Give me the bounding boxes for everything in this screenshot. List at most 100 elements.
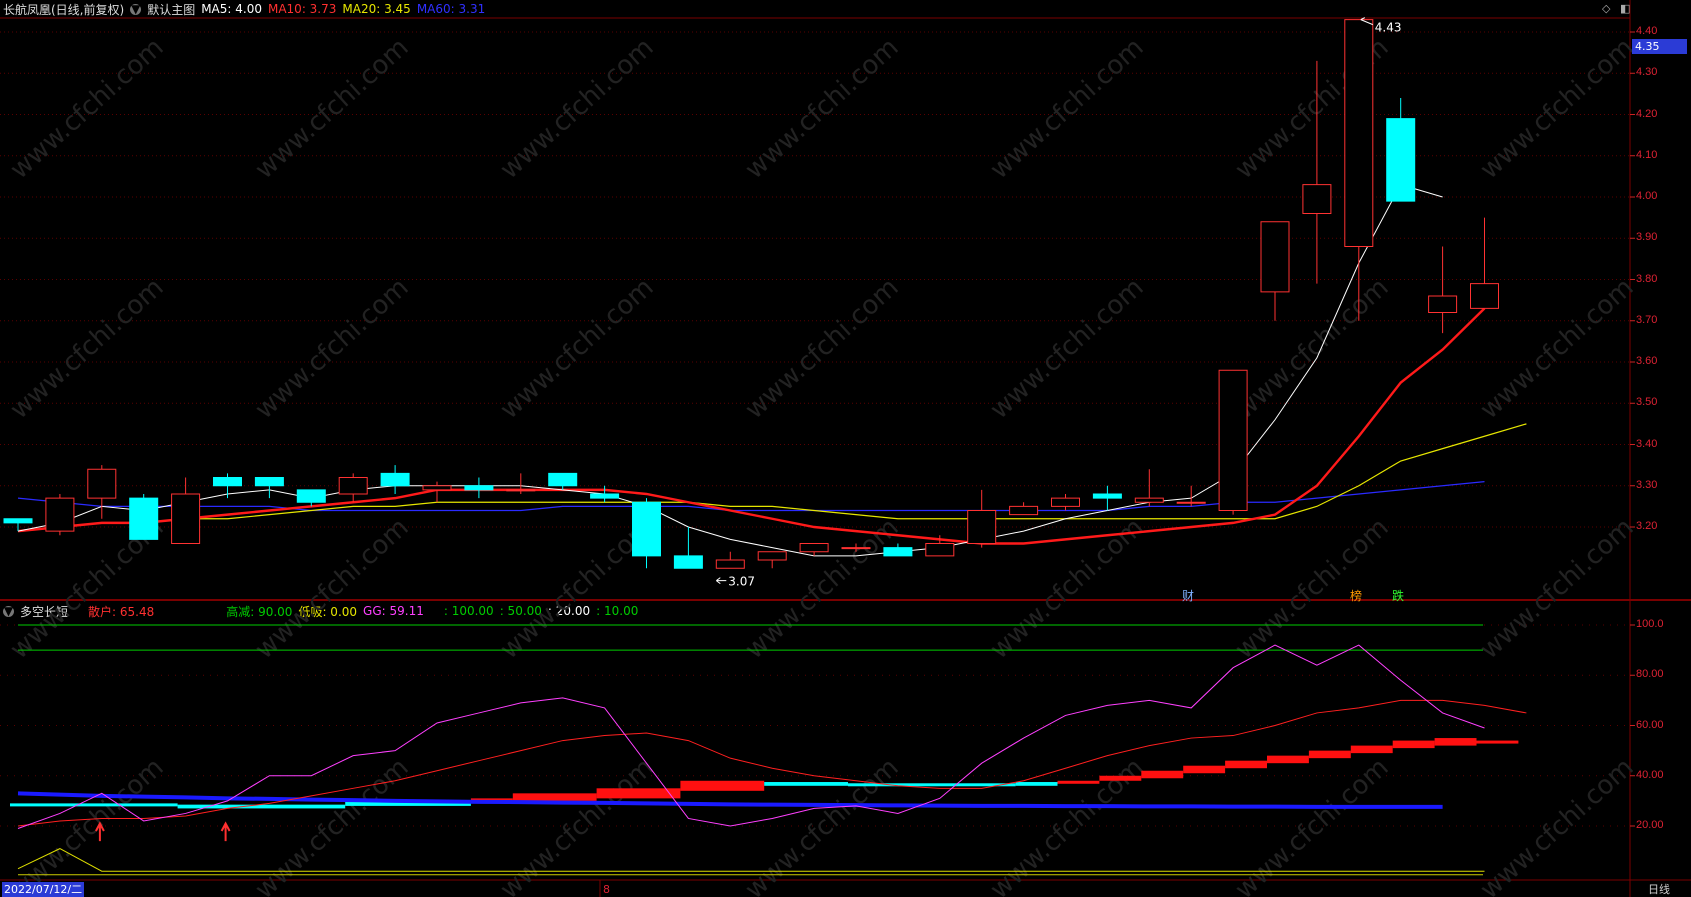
high-price-label: 4.43 (1375, 21, 1402, 35)
price-tick-label: 4.30 (1636, 66, 1658, 79)
candle-body-down (883, 547, 913, 557)
watermark-text: www.cfchi.com (250, 32, 415, 185)
ma60-label: MA60: 3.31 (416, 2, 486, 16)
price-tick-label: 4.00 (1636, 190, 1658, 202)
candle-body-up (1009, 505, 1039, 516)
date-cursor-label: 2022/07/12/二 (2, 882, 85, 897)
low-arrow (716, 577, 727, 585)
ma5-line (17, 184, 1443, 557)
indicator-name[interactable]: 多空长短 (20, 604, 69, 619)
strength-bar (1476, 740, 1519, 744)
candle-body-up (422, 485, 452, 491)
period-label[interactable]: 日线 (1648, 883, 1670, 896)
price-tick-label: 3.90 (1636, 231, 1658, 244)
candle-body-down (1092, 493, 1122, 499)
watermark-text: www.cfchi.com (1230, 272, 1395, 425)
strength-bar (596, 788, 681, 799)
price-tick-label: 3.40 (1636, 437, 1658, 450)
strength-bar (1015, 782, 1058, 786)
diamond-icon[interactable]: ◇ (1602, 2, 1611, 15)
ma20-label: MA20: 3.45 (342, 2, 411, 16)
template-dropdown-icon[interactable]: ▼ (130, 1, 142, 16)
level-10-label: : 10.00 (596, 604, 639, 618)
ma20-line (17, 423, 1527, 532)
watermark-text: www.cfchi.com (495, 32, 660, 185)
strength-bar (10, 803, 178, 807)
watermark-text: www.cfchi.com (1475, 272, 1640, 425)
candle-body-up (1302, 184, 1332, 214)
price-tick-label: 3.60 (1636, 355, 1658, 367)
watermark-text: www.cfchi.com (5, 272, 170, 425)
dixi-label: 低吸: 0.00 (298, 604, 358, 619)
strength-bar (1308, 750, 1351, 759)
strength-bar (1392, 740, 1435, 749)
price-tick-label: 4.20 (1636, 107, 1658, 120)
candle-body-up (1051, 497, 1080, 507)
strength-bar (1350, 745, 1393, 754)
candle-body-down (213, 477, 242, 487)
watermark-text: www.cfchi.com (740, 32, 905, 185)
event-mark-cai[interactable]: 财 (1182, 589, 1195, 603)
gaojian-label: 高减: 90.00 (226, 604, 293, 619)
ma10-line (17, 307, 1486, 545)
level-50-label: : 50.00 (499, 604, 542, 618)
watermark-text: www.cfchi.com (985, 32, 1150, 185)
candle-body-up (1428, 295, 1458, 313)
watermark-text: www.cfchi.com (250, 512, 415, 665)
ma10-label: MA10: 3.73 (267, 2, 337, 16)
window-toggle-icon[interactable]: ◧ (1620, 2, 1631, 15)
red-indicator-line (17, 699, 1527, 827)
candle-body-up (1176, 501, 1206, 504)
strength-bar (1141, 770, 1184, 779)
buy-arrow (220, 821, 231, 842)
candle-body-up (715, 559, 745, 569)
price-tick-label: 4.40 (1636, 25, 1658, 37)
candle-body-up (925, 543, 955, 557)
candle-body-up (338, 477, 368, 495)
ma5-label: MA5: 4.00 (201, 2, 262, 16)
buy-arrow (95, 821, 105, 842)
price-tick-label: 3.30 (1636, 478, 1658, 491)
candle-body-up (45, 497, 75, 532)
candle-body-up (967, 510, 997, 544)
indicator-dropdown-icon[interactable]: ▼ (3, 603, 14, 618)
candle-body-up (1134, 497, 1164, 503)
price-tick-label: 4.10 (1636, 148, 1658, 161)
strength-bar (1183, 765, 1226, 774)
stock-title[interactable]: 长航凤凰(日线,前复权) (3, 2, 125, 17)
high-arrow (1360, 17, 1373, 26)
watermark-text: www.cfchi.com (740, 272, 905, 425)
indicator-tick-label: 40.00 (1636, 768, 1664, 781)
event-mark-die[interactable]: 跌 (1392, 589, 1405, 603)
candle-body-down (590, 493, 620, 499)
indicator-tick-label: 100.0 (1636, 618, 1664, 630)
watermark-text: www.cfchi.com (495, 752, 660, 897)
indicator-tick-label: 60.00 (1636, 718, 1664, 731)
watermark-text: www.cfchi.com (250, 272, 415, 425)
low-price-label: 3.07 (728, 575, 755, 589)
candle-body-up (1218, 369, 1248, 511)
indicator-tick-label: 20.00 (1636, 819, 1664, 831)
strength-bar (1225, 760, 1267, 769)
price-tick-label: 3.20 (1636, 520, 1658, 532)
candle-body-down (673, 555, 703, 569)
month-mark: 8 (603, 883, 610, 896)
event-mark-bang[interactable]: 榜 (1350, 589, 1363, 603)
candle-body-up (841, 547, 871, 550)
watermark-text: www.cfchi.com (985, 752, 1150, 897)
watermark-text: www.cfchi.com (1475, 752, 1640, 897)
template-name[interactable]: 默认主图 (147, 2, 196, 17)
candle-body-up (757, 551, 787, 561)
level-100-label: : 100.00 (443, 604, 494, 618)
price-tick-label: 3.80 (1636, 272, 1658, 285)
indicator-tick-label: 80.00 (1636, 668, 1664, 681)
candle-body-up (506, 489, 536, 492)
candle-body-up (1260, 221, 1290, 293)
watermark-text: www.cfchi.com (740, 512, 905, 665)
watermark-text: www.cfchi.com (1230, 752, 1395, 897)
strength-bar (1267, 755, 1309, 764)
candle-body-down (129, 497, 159, 540)
candle-body-up (799, 543, 829, 553)
